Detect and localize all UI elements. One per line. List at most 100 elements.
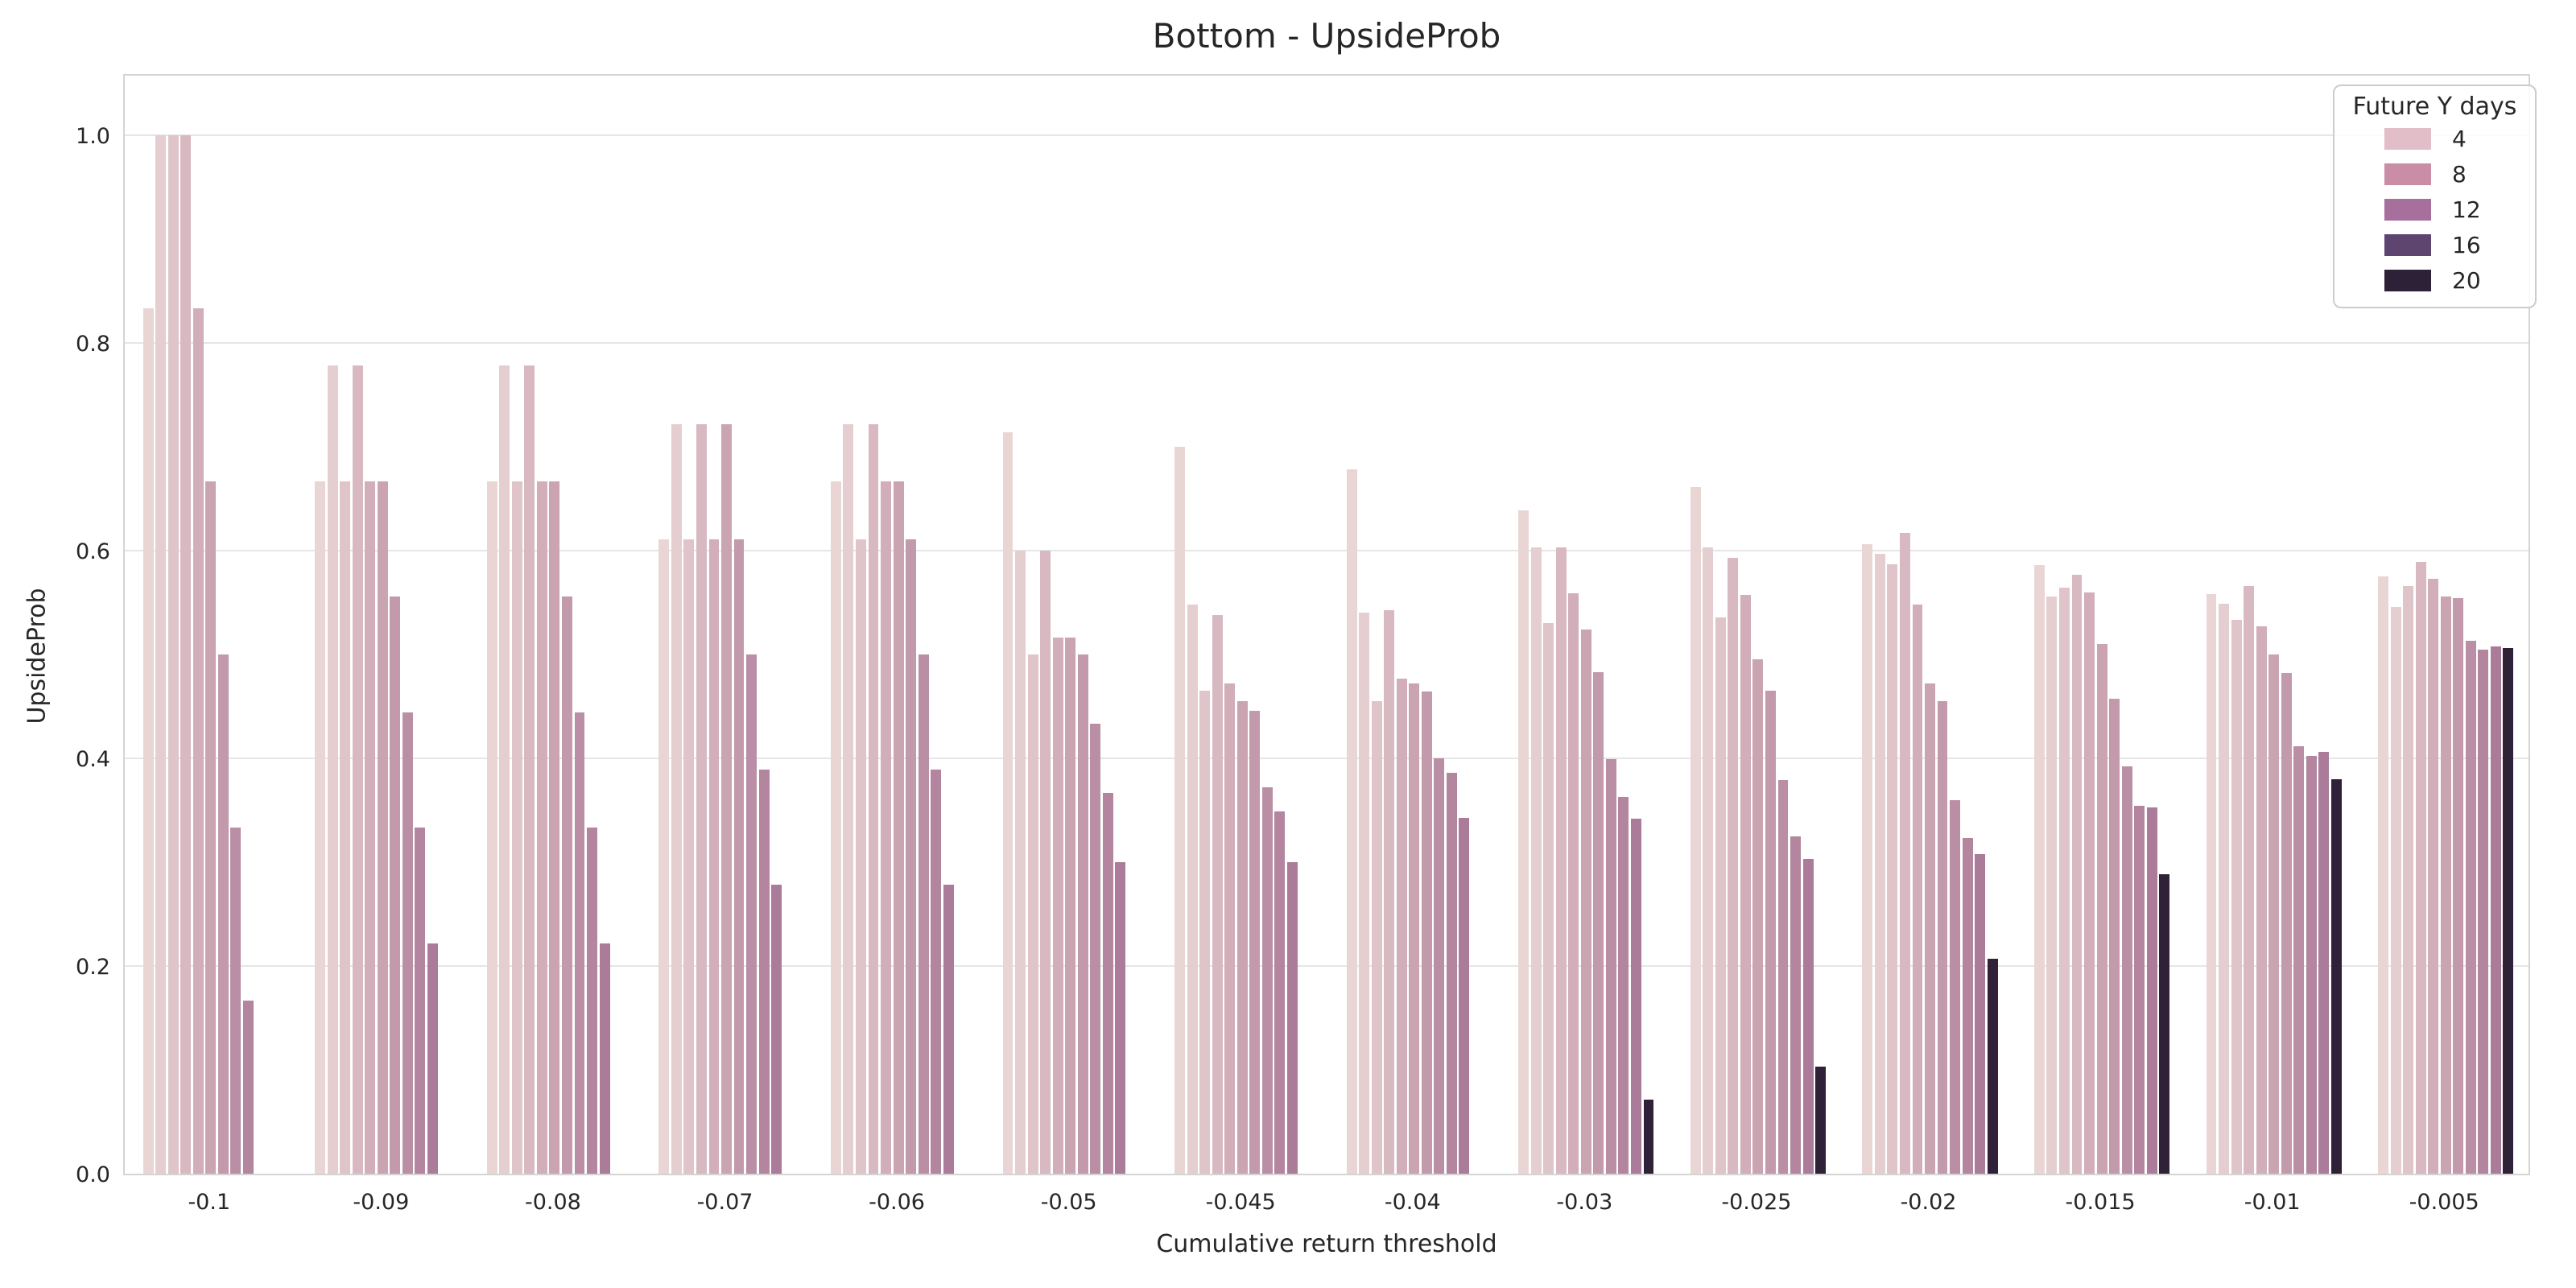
bar	[230, 828, 242, 1174]
bar	[906, 539, 917, 1174]
bar	[2219, 603, 2229, 1174]
bar	[352, 365, 363, 1174]
bar	[2033, 565, 2045, 1174]
x-tick-label: -0.1	[188, 1190, 231, 1215]
bar	[2121, 766, 2132, 1174]
bar	[1065, 638, 1076, 1174]
bar	[427, 943, 438, 1174]
bar	[536, 481, 547, 1174]
bar	[2159, 874, 2170, 1174]
bar	[1249, 710, 1261, 1174]
bar	[1543, 623, 1554, 1174]
x-tick-label: -0.08	[524, 1190, 581, 1215]
x-tick-label: -0.045	[1205, 1190, 1276, 1215]
bar	[1580, 630, 1591, 1174]
gridline	[125, 965, 2529, 967]
bar	[1040, 551, 1051, 1174]
y-tick-label: 0.6	[76, 539, 110, 564]
bar	[1950, 799, 1961, 1174]
bar	[1421, 691, 1432, 1174]
y-axis-label: UpsideProb	[23, 588, 52, 724]
legend-swatch	[2384, 269, 2431, 291]
bar	[587, 828, 597, 1174]
x-tick-label: -0.07	[696, 1190, 753, 1215]
bar	[1862, 544, 1873, 1174]
legend-swatch	[2384, 127, 2431, 150]
bar	[943, 885, 954, 1174]
bar	[1384, 609, 1395, 1174]
bar	[142, 308, 154, 1174]
gridline	[125, 550, 2529, 551]
bar	[549, 481, 560, 1174]
bar	[1605, 759, 1616, 1174]
bar	[2378, 576, 2388, 1174]
bar	[499, 365, 510, 1174]
plot-area	[123, 74, 2530, 1175]
bar	[1446, 773, 1457, 1174]
bar	[1802, 859, 1814, 1174]
bar	[1962, 838, 1973, 1174]
bar	[1874, 553, 1885, 1174]
bar	[377, 481, 388, 1174]
legend-label: 4	[2452, 125, 2467, 152]
bar	[658, 539, 670, 1174]
bar	[1359, 613, 1370, 1174]
y-tick-label: 0.0	[76, 1162, 110, 1187]
x-tick-label: -0.05	[1040, 1190, 1097, 1215]
bar	[2428, 578, 2439, 1174]
bar	[1274, 811, 1286, 1174]
bar	[192, 308, 204, 1174]
bar	[683, 539, 695, 1174]
bar	[1396, 678, 1407, 1174]
bar	[856, 539, 866, 1174]
bar	[574, 712, 585, 1174]
legend-entry: 8	[2334, 156, 2535, 192]
bar	[2206, 594, 2217, 1174]
bar	[1518, 510, 1530, 1174]
bar	[1077, 654, 1088, 1174]
bar	[1459, 817, 1470, 1174]
legend-label: 16	[2452, 231, 2481, 258]
bar	[1115, 862, 1126, 1174]
x-axis-label: Cumulative return threshold	[1156, 1230, 1497, 1258]
legend-entry: 20	[2334, 262, 2535, 298]
bar	[2244, 585, 2255, 1174]
x-tick-label: -0.03	[1556, 1190, 1613, 1215]
bar	[758, 770, 770, 1174]
x-tick-label: -0.015	[2065, 1190, 2136, 1215]
bar	[1530, 547, 1542, 1174]
bar	[1568, 592, 1579, 1174]
bar	[721, 423, 732, 1174]
bar	[2330, 778, 2342, 1174]
bar	[2415, 562, 2426, 1174]
bar	[2059, 588, 2070, 1174]
legend-swatch	[2384, 198, 2431, 221]
bar	[327, 365, 338, 1174]
legend-entry: 4	[2334, 121, 2535, 156]
legend-entry: 12	[2334, 192, 2535, 227]
bar	[2231, 620, 2242, 1174]
legend-entry: 16	[2334, 227, 2535, 262]
bar	[1887, 564, 1898, 1174]
bar	[2390, 606, 2401, 1174]
bar	[2318, 752, 2330, 1174]
x-tick-label: -0.04	[1384, 1190, 1441, 1215]
y-tick-label: 0.2	[76, 955, 110, 980]
bar	[2084, 592, 2095, 1174]
x-tick-label: -0.01	[2244, 1190, 2301, 1215]
bar	[1975, 853, 1986, 1174]
x-tick-label: -0.09	[353, 1190, 410, 1215]
bar	[205, 481, 217, 1174]
bar	[868, 423, 879, 1174]
bar	[1925, 683, 1935, 1174]
bar	[1027, 654, 1038, 1174]
bar	[1212, 614, 1223, 1174]
bar	[2478, 649, 2489, 1174]
bar	[2453, 598, 2464, 1174]
bar	[340, 481, 351, 1174]
bar	[1371, 701, 1382, 1174]
bar	[511, 481, 522, 1174]
bar	[1224, 683, 1236, 1174]
bar	[1174, 447, 1185, 1174]
bar	[1593, 671, 1604, 1174]
